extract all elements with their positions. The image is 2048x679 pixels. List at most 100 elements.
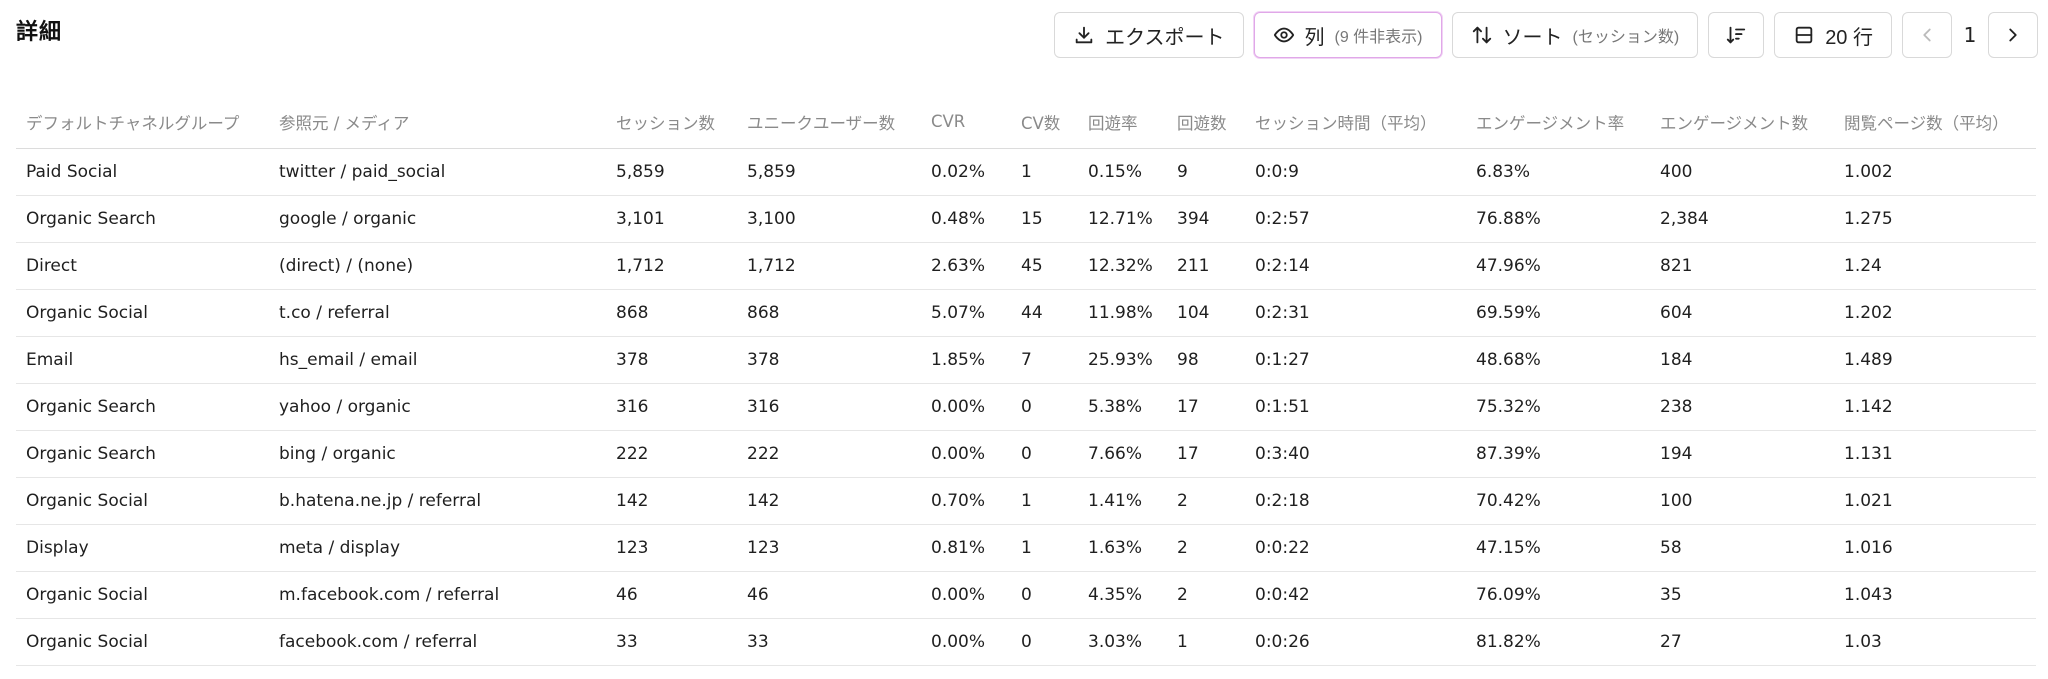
table-cell: 2,384 <box>1650 195 1834 243</box>
sort-button[interactable]: ソート (セッション数) <box>1451 12 1699 58</box>
table-cell: 17 <box>1167 430 1245 478</box>
table-cell: 1.021 <box>1834 477 2036 525</box>
table-cell: 123 <box>606 524 737 572</box>
column-header[interactable]: 参照元 / メディア <box>269 96 606 149</box>
table-cell: b.hatena.ne.jp / referral <box>269 477 606 525</box>
table-cell: 1 <box>1011 148 1078 196</box>
column-header[interactable]: CV数 <box>1011 96 1078 149</box>
table-cell: 12.32% <box>1078 242 1167 290</box>
table-cell: 0:1:51 <box>1245 383 1466 431</box>
table-cell: 238 <box>1650 383 1834 431</box>
table-row[interactable]: Organic Search yahoo / organic 316 316 0.00%… <box>16 383 2036 431</box>
table-cell: Direct <box>16 242 269 290</box>
column-header[interactable]: エンゲージメント率 <box>1466 96 1650 149</box>
table-cell: 0.00% <box>921 383 1011 431</box>
table-row[interactable]: Email hs_email / email 378 378 1.85% 7 25.93% 9… <box>16 336 2036 384</box>
table-cell: 0.00% <box>921 571 1011 619</box>
table-cell: 316 <box>737 383 921 431</box>
table-cell: 142 <box>606 477 737 525</box>
table-cell: 3.03% <box>1078 618 1167 666</box>
table-cell: Organic Search <box>16 195 269 243</box>
pagination: 1 <box>1902 12 2038 58</box>
table-cell: 184 <box>1650 336 1834 384</box>
table-cell: hs_email / email <box>269 336 606 384</box>
column-header[interactable]: 回遊数 <box>1167 96 1245 149</box>
table-cell: 3,100 <box>737 195 921 243</box>
table-cell: 35 <box>1650 571 1834 619</box>
table-cell: 1,712 <box>737 242 921 290</box>
columns-label: 列 <box>1304 26 1325 49</box>
table-cell: 70.42% <box>1466 477 1650 525</box>
rows-per-page-button[interactable]: 20 行 <box>1774 12 1892 58</box>
column-header[interactable]: デフォルトチャネルグループ <box>16 96 269 149</box>
table-cell: 222 <box>606 430 737 478</box>
table-cell: 104 <box>1167 289 1245 337</box>
table-cell: 2 <box>1167 571 1245 619</box>
table-cell: 45 <box>1011 242 1078 290</box>
table-cell: 75.32% <box>1466 383 1650 431</box>
table-cell: 0.02% <box>921 148 1011 196</box>
table-cell: 0:3:40 <box>1245 430 1466 478</box>
table-cell: 142 <box>737 477 921 525</box>
table-row[interactable]: Organic Social m.facebook.com / referral 4… <box>16 571 2036 619</box>
next-page-button[interactable] <box>1988 12 2038 58</box>
table-row[interactable]: Display meta / display 123 123 0.81% 1 1.63% 2 0… <box>16 524 2036 572</box>
table-cell: 15 <box>1011 195 1078 243</box>
eye-icon <box>1273 27 1294 43</box>
table-cell: bing / organic <box>269 430 606 478</box>
table-cell: 1.63% <box>1078 524 1167 572</box>
column-header[interactable]: ユニークユーザー数 <box>737 96 921 149</box>
table-row[interactable]: Direct (direct) / (none) 1,712 1,712 2.63% 45… <box>16 242 2036 290</box>
table-cell: 81.82% <box>1466 618 1650 666</box>
table-cell: 58 <box>1650 524 1834 572</box>
table-cell: 1.131 <box>1834 430 2036 478</box>
column-header[interactable]: セッション数 <box>606 96 737 149</box>
table-cell: 194 <box>1650 430 1834 478</box>
prev-page-button[interactable] <box>1902 12 1952 58</box>
table-cell: Organic Search <box>16 430 269 478</box>
table-cell: 5.38% <box>1078 383 1167 431</box>
details-table: デフォルトチャネルグループ 参照元 / メディア セッション数 ユニークユーザー… <box>16 96 2036 666</box>
table-cell: 87.39% <box>1466 430 1650 478</box>
table-row[interactable]: Organic Search google / organic 3,101 3,100… <box>16 195 2036 243</box>
table-row[interactable]: Organic Social facebook.com / referral 33 3… <box>16 618 2036 666</box>
table-cell: 0.81% <box>921 524 1011 572</box>
table-cell: 868 <box>737 289 921 337</box>
table-cell: 0:1:27 <box>1245 336 1466 384</box>
export-button[interactable]: エクスポート <box>1054 12 1244 58</box>
columns-button[interactable]: 列 (9 件非表示) <box>1253 12 1442 58</box>
table-cell: 0 <box>1011 430 1078 478</box>
table-cell: Organic Search <box>16 383 269 431</box>
table-cell: 604 <box>1650 289 1834 337</box>
table-cell: 47.96% <box>1466 242 1650 290</box>
table-cell: 1 <box>1011 524 1078 572</box>
table-row[interactable]: Paid Social twitter / paid_social 5,859 5,8… <box>16 148 2036 196</box>
table-cell: 0:0:42 <box>1245 571 1466 619</box>
column-header[interactable]: 閲覧ページ数（平均） <box>1834 96 2036 149</box>
table-cell: Organic Social <box>16 618 269 666</box>
table-row[interactable]: Organic Social t.co / referral 868 868 5.07%… <box>16 289 2036 337</box>
table-cell: 400 <box>1650 148 1834 196</box>
table-cell: 46 <box>606 571 737 619</box>
table-cell: twitter / paid_social <box>269 148 606 196</box>
table-cell: 1.275 <box>1834 195 2036 243</box>
table-cell: 0:0:9 <box>1245 148 1466 196</box>
table-row[interactable]: Organic Social b.hatena.ne.jp / referral 1… <box>16 477 2036 525</box>
rows-per-page-label: 20 行 <box>1825 26 1873 49</box>
table-cell: 5,859 <box>606 148 737 196</box>
column-header[interactable]: CVR <box>921 96 1011 149</box>
table-cell: 4.35% <box>1078 571 1167 619</box>
sort-direction-button[interactable] <box>1708 12 1765 58</box>
table-cell: 25.93% <box>1078 336 1167 384</box>
table-cell: 1.016 <box>1834 524 2036 572</box>
column-header[interactable]: セッション時間（平均） <box>1245 96 1466 149</box>
table-cell: 9 <box>1167 148 1245 196</box>
table-cell: 5,859 <box>737 148 921 196</box>
table-row[interactable]: Organic Search bing / organic 222 222 0.00% 0… <box>16 430 2036 478</box>
column-header[interactable]: エンゲージメント数 <box>1650 96 1834 149</box>
chevron-right-icon <box>2009 28 2017 42</box>
column-header[interactable]: 回遊率 <box>1078 96 1167 149</box>
table-cell: 1.24 <box>1834 242 2036 290</box>
table-cell: 0.70% <box>921 477 1011 525</box>
table-cell: 2 <box>1167 477 1245 525</box>
